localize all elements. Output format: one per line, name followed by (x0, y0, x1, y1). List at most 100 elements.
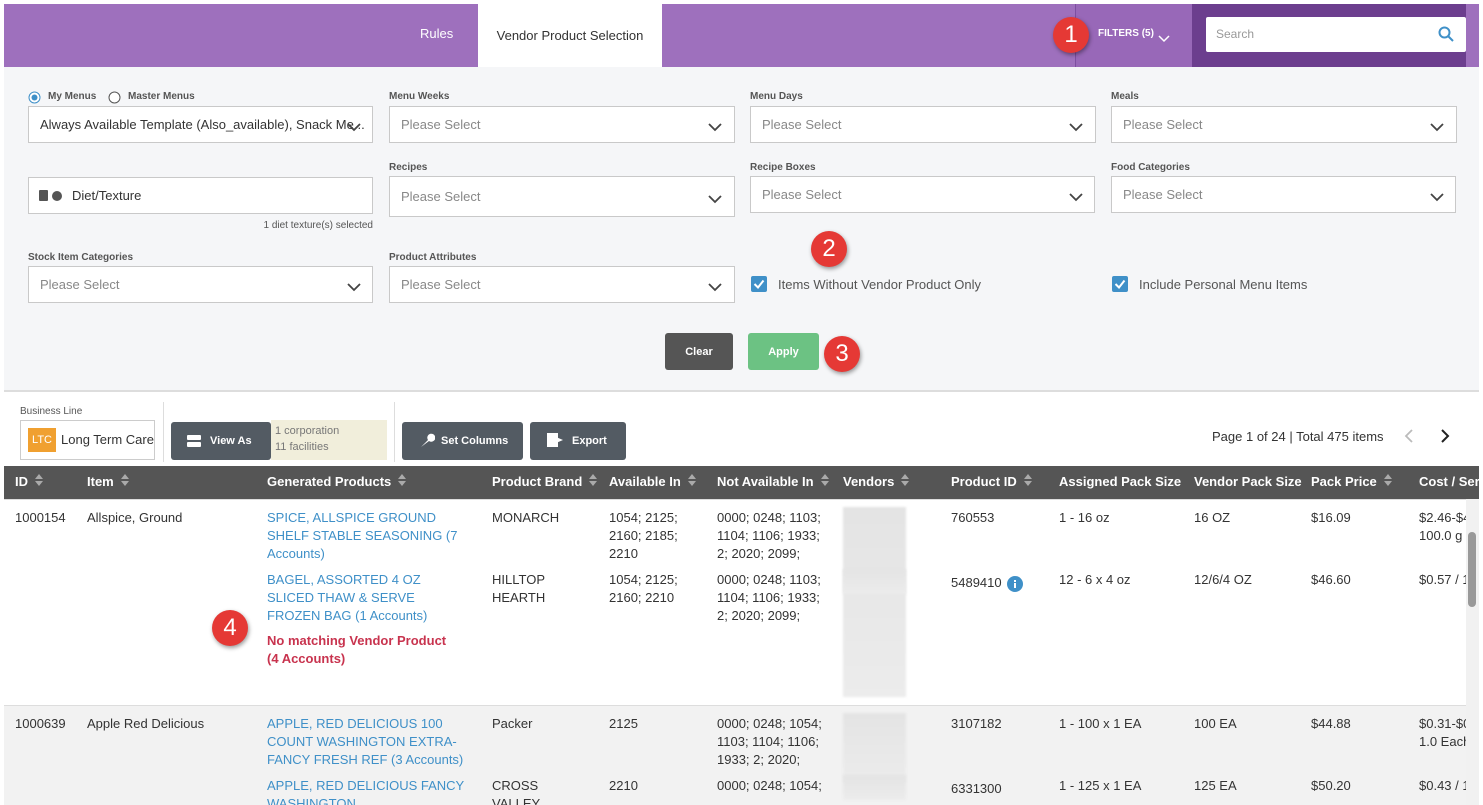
callout: 1 (1053, 17, 1089, 53)
column-header[interactable]: Generated Products (267, 474, 407, 489)
chevron (1429, 190, 1445, 205)
vendor-logo (843, 775, 906, 800)
cell: 2210 (609, 778, 638, 793)
ltc-badge: LTC (28, 428, 56, 452)
filters-area (1075, 4, 1192, 67)
cell: $46.60 (1311, 572, 1351, 587)
cell: 1 - 100 x 1 EA (1059, 716, 1142, 731)
select[interactable]: Please Select (1111, 176, 1456, 213)
cell: 1054; 2125; 2160; 2185; 2210 (609, 510, 678, 561)
product-link[interactable]: SPICE, ALLSPICE GROUND SHELF STABLE SEAS… (267, 510, 458, 561)
product-link[interactable]: APPLE, RED DELICIOUS 100 COUNT WASHINGTO… (267, 716, 464, 767)
field-label: Product Attributes (389, 252, 477, 263)
vendor-logo (843, 569, 906, 594)
sort-icon[interactable] (114, 474, 130, 489)
prev (1403, 429, 1415, 446)
cell: 0000; 0248; 1103; 1104; 1106; 1933; 2; 2… (717, 572, 821, 623)
chevron (707, 280, 723, 295)
cell: 1000639 (15, 716, 66, 731)
select[interactable]: Please Select (389, 266, 735, 303)
chevron (1068, 190, 1084, 205)
checkbox (1112, 276, 1128, 295)
radio-label[interactable]: My Menus (48, 91, 97, 102)
column-header[interactable]: Cost / Serv (1419, 474, 1483, 489)
column-header[interactable]: Product Brand (492, 474, 598, 489)
column-header[interactable]: Assigned Pack Size (1059, 474, 1182, 489)
filters-toggle[interactable]: FILTERS (5) (1098, 28, 1154, 39)
search-input[interactable]: Search (1206, 17, 1466, 52)
column-header[interactable]: Vendors (843, 474, 910, 489)
no-match: No matching Vendor Product (4 Accounts) (267, 633, 447, 666)
cell: 100 EA (1194, 716, 1237, 731)
cell: $50.20 (1311, 778, 1351, 793)
export-button[interactable]: Export (530, 422, 626, 460)
icon (187, 434, 201, 451)
cell: Allspice, Ground (87, 510, 183, 525)
checkbox-label[interactable]: Items Without Vendor Product Only (778, 277, 982, 292)
sort-icon[interactable] (391, 474, 407, 489)
sort-icon[interactable] (814, 474, 830, 489)
view-as-button[interactable]: View As (171, 422, 271, 460)
menus-select[interactable]: Always Available Template (Also_availabl… (28, 106, 373, 143)
tab-active[interactable]: Vendor Product Selection (478, 4, 662, 67)
scope-text: 1 corporation (275, 425, 340, 437)
column-header[interactable]: ID (15, 474, 44, 489)
chevron (346, 280, 362, 295)
cell: $0.43 / 1 (1419, 778, 1470, 793)
diet-icon (38, 188, 64, 205)
tab[interactable]: Rules (420, 26, 454, 41)
checkbox (751, 276, 767, 295)
select[interactable]: Please Select (28, 266, 373, 303)
select[interactable]: Please Select (389, 176, 735, 217)
sort-icon[interactable] (1377, 474, 1393, 489)
select[interactable]: Please Select (750, 176, 1095, 213)
sort-icon[interactable] (28, 474, 44, 489)
cell: $0.31-$0 1.0 Each (1419, 716, 1471, 749)
sort-icon[interactable] (681, 474, 697, 489)
cell: 3107182 (951, 716, 1002, 731)
chevron (1429, 120, 1445, 135)
cell: $0.57 / 1 (1419, 572, 1470, 587)
radio-label[interactable]: Master Menus (128, 91, 195, 102)
cell: 12/6/4 OZ (1194, 572, 1252, 587)
chevron (346, 120, 362, 135)
cell: 5489410 (951, 575, 1002, 590)
clear-button[interactable]: Clear (665, 333, 733, 370)
sort-icon[interactable] (582, 474, 598, 489)
cell: 760553 (951, 510, 995, 525)
product-link[interactable]: APPLE, RED DELICIOUS FANCY WASHINGTON (267, 778, 464, 805)
cell: HILLTOP HEARTH (492, 572, 546, 605)
apply-button[interactable]: Apply (748, 333, 819, 370)
sort-icon[interactable] (1017, 474, 1033, 489)
cell: Packer (492, 716, 533, 731)
column-header[interactable]: Product ID (951, 474, 1033, 489)
divider (394, 402, 395, 462)
callout: 2 (811, 231, 847, 267)
column-header[interactable]: Vendor Pack Size (1194, 474, 1302, 489)
select[interactable]: Please Select (1111, 106, 1457, 143)
column-header[interactable]: Pack Price (1311, 474, 1393, 489)
cell: $2.46-$4 100.0 g (1419, 510, 1471, 543)
select[interactable]: Please Select (389, 106, 735, 143)
cell: MONARCH (492, 510, 560, 525)
icon (546, 432, 564, 451)
scrollbar-thumb (1468, 532, 1476, 607)
product-link[interactable]: BAGEL, ASSORTED 4 OZ SLICED THAW & SERVE… (267, 572, 428, 623)
cell: 0000; 0248; 1054; 1103; 1104; 1106; 1933… (717, 716, 822, 767)
field-label: Menu Weeks (389, 91, 450, 102)
cell: 1000154 (15, 510, 66, 525)
cell: 2125 (609, 716, 638, 731)
column-header[interactable]: Item (87, 474, 130, 489)
select[interactable]: Please Select (750, 106, 1096, 143)
sort-icon[interactable] (894, 474, 910, 489)
callout: 3 (824, 336, 860, 372)
vendor-logo (843, 713, 906, 783)
diet-input[interactable]: Diet/Texture (28, 177, 373, 214)
checkbox-label[interactable]: Include Personal Menu Items (1139, 277, 1308, 292)
column-header[interactable]: Available In (609, 474, 697, 489)
column-header[interactable]: Not Available In (717, 474, 830, 489)
cell: 1054; 2125; 2160; 2210 (609, 572, 678, 605)
row (4, 705, 1466, 805)
set-columns-button[interactable]: Set Columns (402, 422, 523, 460)
